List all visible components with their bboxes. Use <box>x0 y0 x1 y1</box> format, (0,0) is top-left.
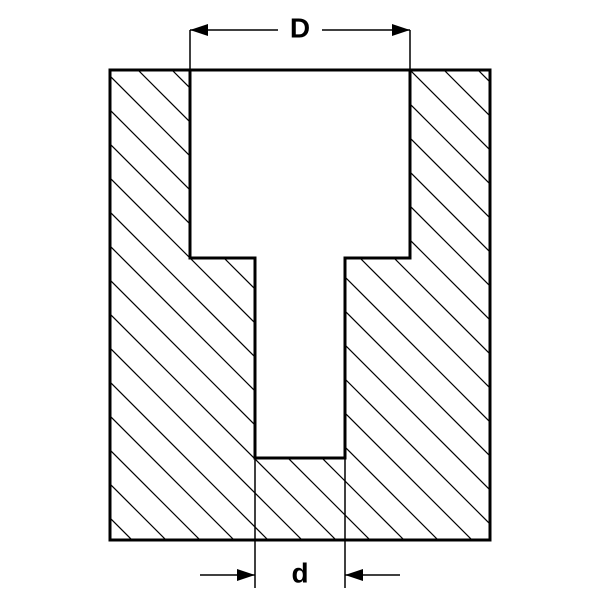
section-drawing: Dd <box>0 0 600 600</box>
dimension-D: D <box>190 12 410 70</box>
dimension-D-label: D <box>290 12 310 43</box>
dimension-d-label: d <box>291 557 308 588</box>
dimension-d: d <box>200 458 400 588</box>
hatching <box>60 0 540 600</box>
bore-outline <box>190 70 410 458</box>
